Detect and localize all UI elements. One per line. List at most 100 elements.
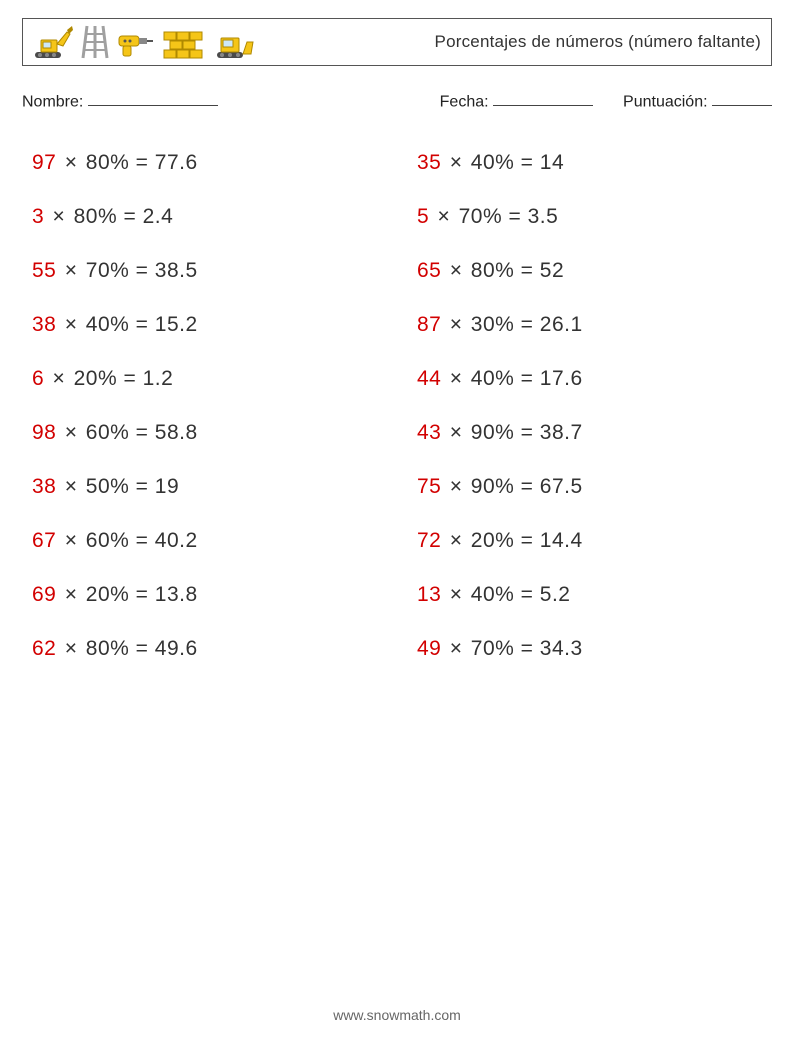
percent-sign: % = [495,313,540,336]
problem-percent: 80 [471,259,495,282]
problem-percent: 70 [471,637,495,660]
multiply-sign: × [56,313,85,336]
problem-percent: 90 [471,475,495,498]
percent-sign: % = [110,313,155,336]
multiply-sign: × [441,583,470,606]
bulldozer-icon [213,28,255,60]
multiply-sign: × [441,367,470,390]
problem-percent: 50 [86,475,110,498]
name-label: Nombre: [22,93,83,110]
multiply-sign: × [441,151,470,174]
problem-answer: 38 [32,313,56,336]
problem-percent: 20 [471,529,495,552]
date-label: Fecha: [440,93,489,110]
problem-result: 1.2 [143,367,174,390]
footer-url: www.snowmath.com [0,1007,794,1023]
problem-row: 38 × 40% = 15.2 [32,313,387,337]
problem-percent: 60 [86,529,110,552]
problem-percent: 40 [471,151,495,174]
score-blank[interactable] [712,92,772,106]
problem-row: 75 × 90% = 67.5 [417,475,772,499]
problem-result: 34.3 [540,637,583,660]
problem-row: 13 × 40% = 5.2 [417,583,772,607]
problem-row: 72 × 20% = 14.4 [417,529,772,553]
drill-icon [117,30,155,60]
problem-answer: 5 [417,205,429,228]
problem-result: 58.8 [155,421,198,444]
problem-result: 17.6 [540,367,583,390]
problem-row: 35 × 40% = 14 [417,151,772,175]
multiply-sign: × [56,583,85,606]
multiply-sign: × [44,367,73,390]
percent-sign: % = [495,637,540,660]
problem-row: 98 × 60% = 58.8 [32,421,387,445]
problem-answer: 6 [32,367,44,390]
problem-row: 65 × 80% = 52 [417,259,772,283]
percent-sign: % = [98,367,143,390]
problem-result: 14 [540,151,564,174]
problem-result: 38.5 [155,259,198,282]
multiply-sign: × [56,259,85,282]
problem-percent: 70 [86,259,110,282]
problem-answer: 44 [417,367,441,390]
multiply-sign: × [429,205,458,228]
percent-sign: % = [495,475,540,498]
problem-row: 43 × 90% = 38.7 [417,421,772,445]
multiply-sign: × [44,205,73,228]
problem-result: 13.8 [155,583,198,606]
problem-percent: 90 [471,421,495,444]
problem-answer: 67 [32,529,56,552]
name-blank[interactable] [88,92,218,106]
problem-result: 2.4 [143,205,174,228]
problem-row: 49 × 70% = 34.3 [417,637,772,661]
problem-answer: 3 [32,205,44,228]
problem-result: 3.5 [528,205,559,228]
problem-percent: 40 [86,313,110,336]
problem-row: 67 × 60% = 40.2 [32,529,387,553]
problem-percent: 40 [471,367,495,390]
percent-sign: % = [110,637,155,660]
problem-percent: 80 [86,151,110,174]
multiply-sign: × [441,637,470,660]
problem-result: 19 [155,475,179,498]
problem-answer: 75 [417,475,441,498]
problem-row: 5 × 70% = 3.5 [417,205,772,229]
problem-row: 3 × 80% = 2.4 [32,205,387,229]
problem-answer: 65 [417,259,441,282]
student-info-row: Nombre: Fecha: Puntuación: [22,92,772,111]
header-box: Porcentajes de números (número faltante) [22,18,772,66]
problem-result: 77.6 [155,151,198,174]
header-icons [33,24,255,60]
percent-sign: % = [98,205,143,228]
percent-sign: % = [495,583,540,606]
problem-row: 44 × 40% = 17.6 [417,367,772,391]
multiply-sign: × [441,259,470,282]
problem-answer: 97 [32,151,56,174]
problem-result: 26.1 [540,313,583,336]
problem-answer: 98 [32,421,56,444]
problem-result: 14.4 [540,529,583,552]
problem-answer: 38 [32,475,56,498]
problem-row: 62 × 80% = 49.6 [32,637,387,661]
problem-row: 6 × 20% = 1.2 [32,367,387,391]
problem-result: 38.7 [540,421,583,444]
problem-row: 97 × 80% = 77.6 [32,151,387,175]
problem-result: 67.5 [540,475,583,498]
percent-sign: % = [495,421,540,444]
multiply-sign: × [56,421,85,444]
multiply-sign: × [441,529,470,552]
ladder-icon [81,24,109,60]
date-blank[interactable] [493,92,593,106]
problem-row: 38 × 50% = 19 [32,475,387,499]
multiply-sign: × [56,475,85,498]
percent-sign: % = [110,151,155,174]
multiply-sign: × [441,313,470,336]
percent-sign: % = [495,151,540,174]
problem-percent: 80 [74,205,98,228]
problem-percent: 80 [86,637,110,660]
problem-answer: 13 [417,583,441,606]
multiply-sign: × [56,529,85,552]
bricks-icon [163,30,205,60]
multiply-sign: × [441,475,470,498]
problems-grid: 97 × 80% = 77.635 × 40% = 143 × 80% = 2.… [22,151,772,661]
